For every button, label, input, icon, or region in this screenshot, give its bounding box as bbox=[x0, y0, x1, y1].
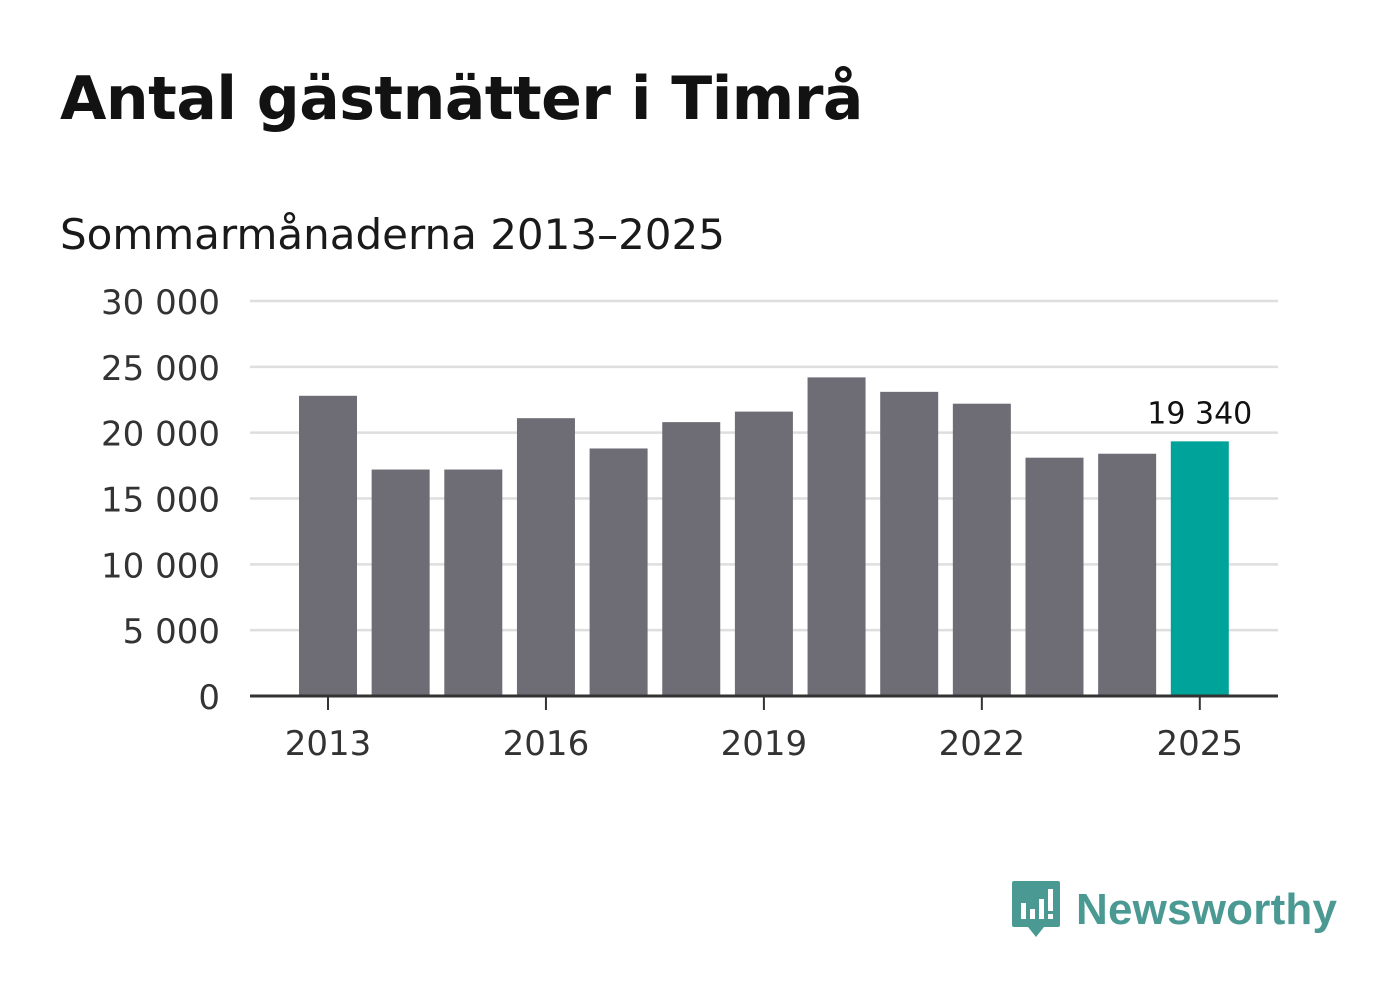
bar-2013 bbox=[299, 395, 357, 696]
x-tick-label: 2016 bbox=[503, 724, 590, 764]
y-tick-label: 25 000 bbox=[101, 349, 220, 389]
bar-2021 bbox=[880, 391, 939, 696]
bar-2015 bbox=[444, 469, 503, 696]
y-tick-label: 30 000 bbox=[101, 283, 220, 323]
bar-2025 bbox=[1170, 441, 1229, 696]
bar-2023 bbox=[1025, 457, 1084, 696]
bar-2014 bbox=[371, 469, 430, 696]
bar-2017 bbox=[589, 448, 648, 696]
x-tick-label: 2025 bbox=[1157, 724, 1244, 764]
bar-2024 bbox=[1098, 453, 1157, 696]
chart-subtitle: Sommarmånaderna 2013–2025 bbox=[60, 210, 725, 259]
x-tick-label: 2013 bbox=[285, 724, 372, 764]
bar-2018 bbox=[662, 422, 721, 696]
y-tick-label: 10 000 bbox=[101, 546, 220, 586]
y-tick-label: 15 000 bbox=[101, 481, 220, 521]
bars bbox=[299, 377, 1229, 696]
y-tick-label: 0 bbox=[198, 678, 220, 718]
x-tick-label: 2022 bbox=[939, 724, 1026, 764]
brand-name: Newsworthy bbox=[1076, 885, 1338, 934]
axes bbox=[250, 694, 1278, 710]
bar-2020 bbox=[807, 377, 866, 696]
y-tick-label: 5 000 bbox=[123, 612, 220, 652]
bar-2019 bbox=[734, 411, 793, 696]
x-tick-label: 2019 bbox=[721, 724, 808, 764]
bar-2022 bbox=[952, 403, 1011, 696]
bar-2016 bbox=[516, 418, 575, 696]
chart-title: Antal gästnätter i Timrå bbox=[60, 64, 863, 134]
y-tick-label: 20 000 bbox=[101, 415, 220, 455]
newsworthy-logo-icon bbox=[1012, 881, 1060, 937]
brand-logo: Newsworthy bbox=[1010, 878, 1337, 942]
tick-labels: 0 5 000 10 000 15 000 20 000 25 000 30 000 2013… bbox=[101, 283, 1252, 764]
data-label-2025: 19 340 bbox=[1147, 396, 1252, 431]
